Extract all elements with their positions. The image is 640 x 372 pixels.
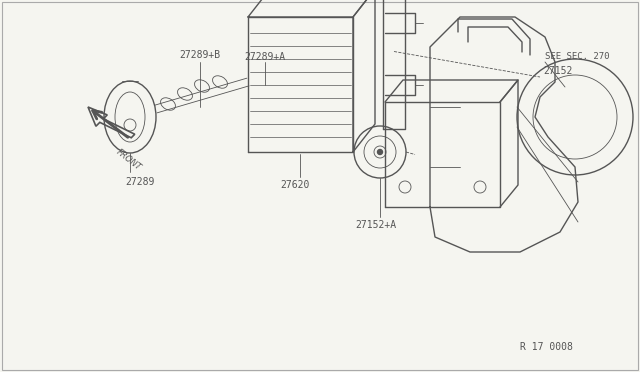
Text: 27152: 27152 xyxy=(543,66,572,76)
Text: 27152+A: 27152+A xyxy=(355,220,396,230)
Text: 27289: 27289 xyxy=(125,177,154,187)
Circle shape xyxy=(378,150,383,154)
Text: FRONT: FRONT xyxy=(115,147,143,172)
Text: SEE SEC. 270: SEE SEC. 270 xyxy=(545,52,609,61)
Text: 27289+A: 27289+A xyxy=(244,52,285,62)
Text: R 17 0008: R 17 0008 xyxy=(520,342,573,352)
Text: 27620: 27620 xyxy=(280,180,310,190)
Text: 27289+B: 27289+B xyxy=(179,50,221,60)
